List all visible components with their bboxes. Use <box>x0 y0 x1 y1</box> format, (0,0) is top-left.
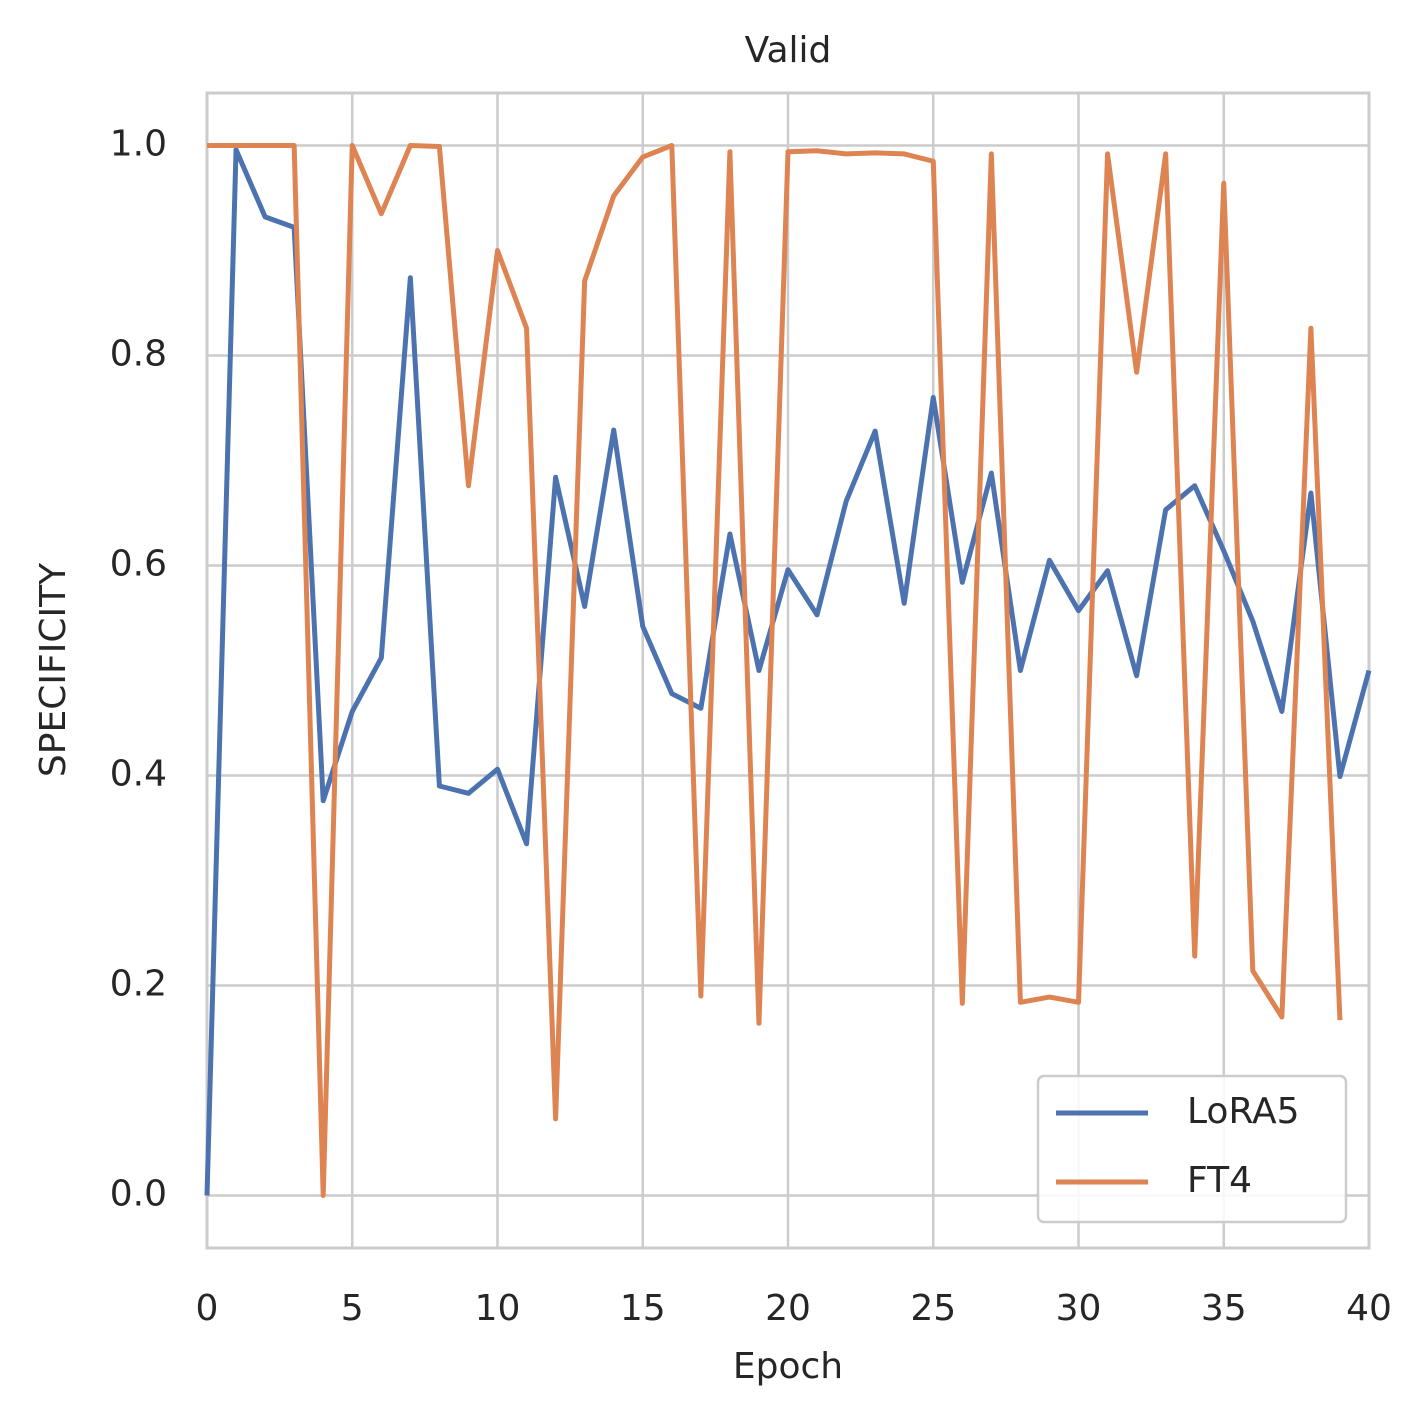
y-axis-label: SPECIFICITY <box>33 562 74 777</box>
x-tick-label: 10 <box>475 1288 521 1329</box>
x-tick-label: 30 <box>1056 1288 1102 1329</box>
x-tick-label: 25 <box>910 1288 956 1329</box>
chart-title: Valid <box>745 30 832 71</box>
series-line <box>204 147 1372 1196</box>
y-tick-label: 0.2 <box>110 964 167 1005</box>
y-tick-label: 0.6 <box>110 544 167 585</box>
x-tick-label: 35 <box>1201 1288 1247 1329</box>
x-tick-label: 5 <box>341 1288 364 1329</box>
y-tick-label: 0.8 <box>110 334 167 375</box>
x-tick-label: 0 <box>196 1288 219 1329</box>
legend-label: FT4 <box>1187 1160 1252 1201</box>
y-tick-label: 0.0 <box>110 1174 167 1215</box>
x-tick-label: 40 <box>1346 1288 1392 1329</box>
x-tick-label: 15 <box>620 1288 666 1329</box>
series-line <box>207 143 1343 1198</box>
x-tick-label: 20 <box>765 1288 811 1329</box>
y-tick-label: 0.4 <box>110 754 167 795</box>
y-tick-label: 1.0 <box>110 124 167 165</box>
x-axis-label: Epoch <box>733 1346 843 1387</box>
legend-label: LoRA5 <box>1187 1091 1300 1132</box>
